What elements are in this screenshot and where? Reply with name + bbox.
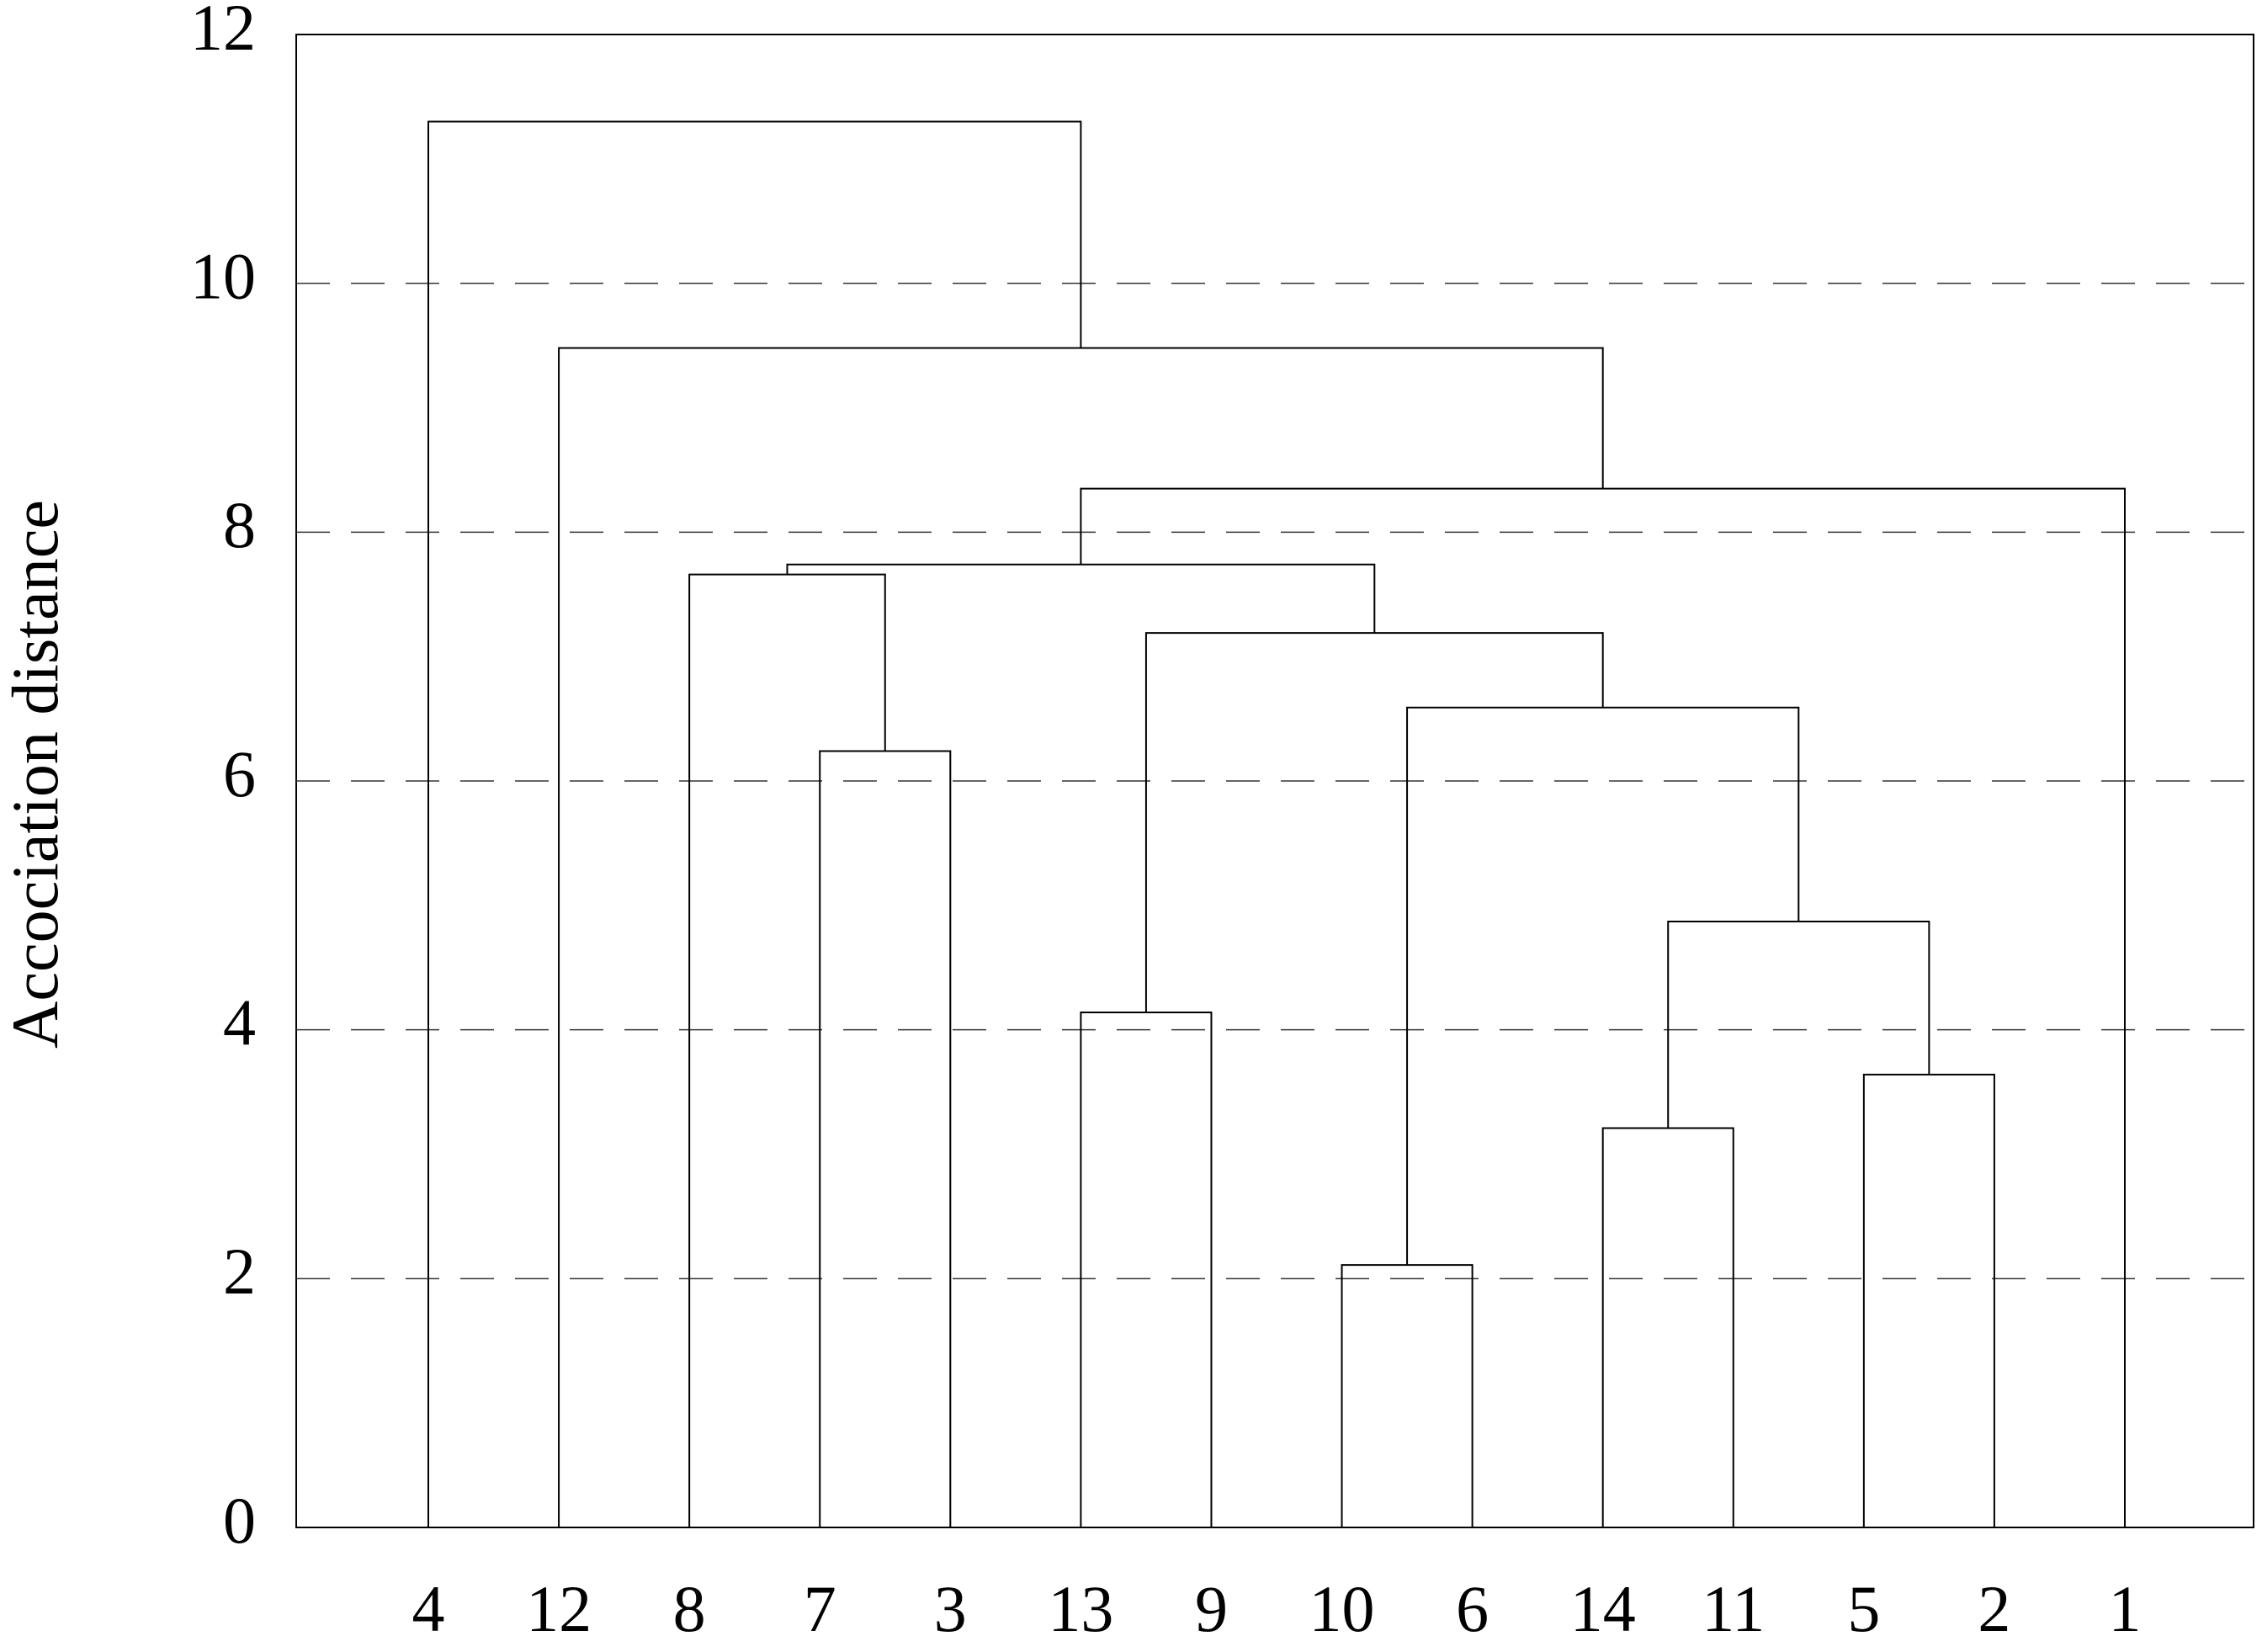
y-tick-label: 10 bbox=[190, 240, 256, 313]
x-tick-label: 13 bbox=[1048, 1572, 1113, 1645]
dendrogram-link bbox=[1862, 1073, 1995, 1527]
x-tick-label: 9 bbox=[1195, 1572, 1228, 1645]
y-tick-label: 0 bbox=[223, 1484, 256, 1557]
dendrogram-link bbox=[1667, 921, 1930, 1129]
y-tick-label: 4 bbox=[223, 986, 256, 1060]
y-tick-label: 6 bbox=[223, 737, 256, 810]
x-tick-label: 12 bbox=[526, 1572, 592, 1645]
x-tick-label: 1 bbox=[2109, 1572, 2142, 1645]
dendrogram-link bbox=[427, 120, 1082, 1527]
dendrogram-link bbox=[1601, 1127, 1734, 1527]
dendrogram-link bbox=[1080, 487, 2126, 1527]
x-tick-label: 2 bbox=[1978, 1572, 2010, 1645]
x-tick-label: 4 bbox=[412, 1572, 445, 1645]
x-tick-label: 11 bbox=[1702, 1572, 1765, 1645]
x-tick-label: 7 bbox=[804, 1572, 836, 1645]
y-tick-label: 8 bbox=[223, 488, 256, 561]
y-tick-label: 12 bbox=[190, 0, 256, 64]
x-tick-label: 14 bbox=[1570, 1572, 1636, 1645]
x-tick-label: 8 bbox=[673, 1572, 706, 1645]
dendrogram-link bbox=[688, 573, 886, 1527]
x-tick-label: 3 bbox=[934, 1572, 967, 1645]
dendrogram-link bbox=[1080, 1011, 1213, 1527]
dendrogram-link bbox=[819, 750, 952, 1527]
x-tick-label: 5 bbox=[1847, 1572, 1880, 1645]
dendrogram-link bbox=[1341, 1264, 1473, 1527]
y-axis-label: Accociation distance bbox=[0, 500, 72, 1049]
y-tick-label: 2 bbox=[223, 1235, 256, 1308]
dendrogram-link bbox=[1144, 632, 1604, 1012]
x-tick-label: 10 bbox=[1309, 1572, 1375, 1645]
x-tick-label: 6 bbox=[1456, 1572, 1489, 1645]
